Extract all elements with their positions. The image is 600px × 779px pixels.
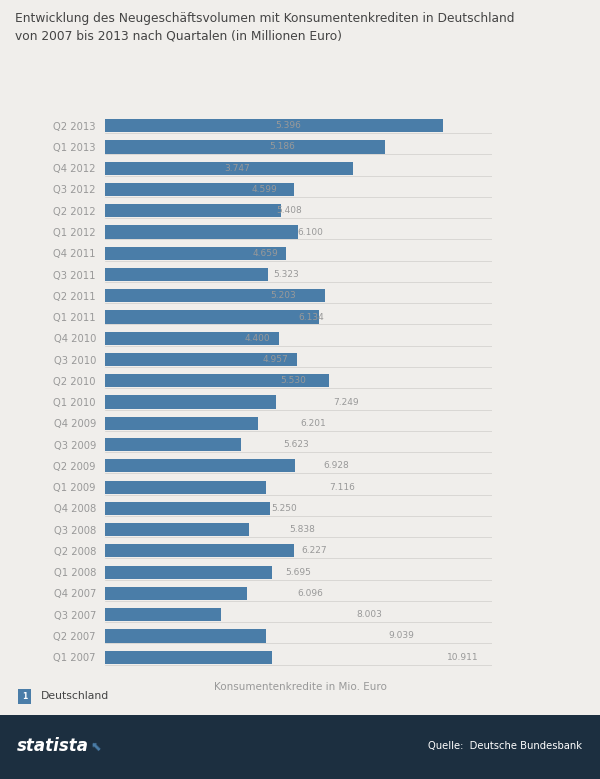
Text: 5.408: 5.408 bbox=[276, 206, 302, 215]
Text: 8.003: 8.003 bbox=[356, 610, 382, 619]
Text: 5.838: 5.838 bbox=[289, 525, 316, 534]
Text: 10.911: 10.911 bbox=[446, 653, 478, 661]
Text: 4.400: 4.400 bbox=[245, 333, 271, 343]
Bar bbox=[105, 438, 241, 451]
Bar bbox=[105, 183, 294, 196]
Bar bbox=[105, 650, 272, 664]
Text: 4.599: 4.599 bbox=[251, 185, 277, 194]
Text: Quelle:  Deutsche Bundesbank: Quelle: Deutsche Bundesbank bbox=[428, 741, 582, 751]
Bar bbox=[105, 140, 385, 153]
Text: 5.250: 5.250 bbox=[271, 504, 297, 513]
Bar bbox=[105, 311, 319, 323]
Bar bbox=[105, 523, 249, 536]
Text: 5.203: 5.203 bbox=[270, 291, 296, 300]
Bar bbox=[105, 502, 270, 515]
Text: 5.530: 5.530 bbox=[280, 376, 306, 386]
Bar bbox=[105, 566, 272, 579]
Text: 7.249: 7.249 bbox=[333, 397, 359, 407]
Bar bbox=[105, 374, 329, 387]
Text: 5.186: 5.186 bbox=[269, 143, 295, 151]
Text: 6.928: 6.928 bbox=[323, 461, 349, 471]
Text: 5.623: 5.623 bbox=[283, 440, 308, 449]
Text: 6.201: 6.201 bbox=[301, 419, 326, 428]
Text: 4.659: 4.659 bbox=[253, 249, 279, 258]
Bar bbox=[105, 460, 295, 472]
Text: 6.100: 6.100 bbox=[298, 227, 323, 237]
Bar bbox=[105, 225, 298, 238]
Text: ⬆: ⬆ bbox=[89, 738, 106, 754]
Bar bbox=[105, 608, 221, 622]
Text: 6.227: 6.227 bbox=[302, 546, 327, 555]
Bar bbox=[105, 161, 353, 174]
Text: 1: 1 bbox=[22, 692, 27, 701]
Text: 6.134: 6.134 bbox=[299, 312, 325, 322]
Text: 5.396: 5.396 bbox=[276, 122, 302, 130]
Text: statista: statista bbox=[17, 737, 89, 755]
Bar bbox=[105, 629, 266, 643]
Bar bbox=[105, 289, 325, 302]
Bar bbox=[105, 545, 294, 558]
Text: 5.323: 5.323 bbox=[274, 270, 299, 279]
Text: 4.957: 4.957 bbox=[262, 355, 288, 364]
Text: Deutschland: Deutschland bbox=[41, 692, 109, 701]
Text: Entwicklung des Neugeschäftsvolumen mit Konsumentenkrediten in Deutschland
von 2: Entwicklung des Neugeschäftsvolumen mit … bbox=[15, 12, 515, 43]
Text: 7.116: 7.116 bbox=[329, 483, 355, 492]
Bar bbox=[105, 353, 297, 366]
Bar bbox=[105, 119, 443, 132]
Bar bbox=[105, 417, 259, 430]
Bar bbox=[105, 268, 268, 281]
Bar bbox=[105, 396, 276, 409]
Bar bbox=[105, 481, 266, 494]
Bar bbox=[105, 587, 247, 600]
Text: 5.695: 5.695 bbox=[285, 568, 311, 576]
Bar bbox=[105, 332, 279, 345]
Text: Konsumentenkredite in Mio. Euro: Konsumentenkredite in Mio. Euro bbox=[214, 682, 386, 692]
Bar bbox=[105, 204, 281, 217]
Text: 6.096: 6.096 bbox=[298, 589, 323, 598]
Text: 3.747: 3.747 bbox=[225, 164, 250, 173]
Bar bbox=[105, 247, 286, 260]
Text: 9.039: 9.039 bbox=[389, 632, 415, 640]
